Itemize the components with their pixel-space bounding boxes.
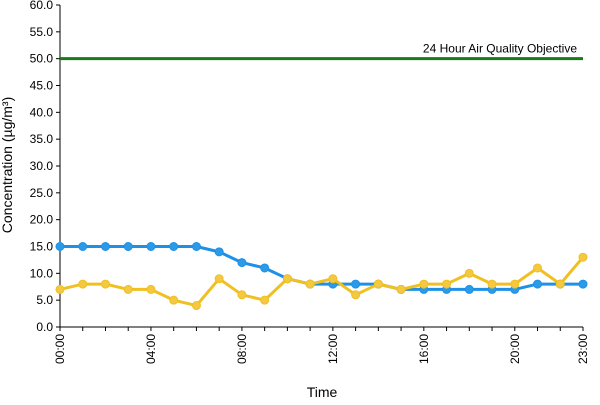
y-axis: 0.0 5.0 10.0 15.0 20.0 25.0 30.0 35.0 40.0 45.0 50… [30, 0, 61, 334]
y-tick-label: 20.0 [30, 213, 54, 227]
series-2-point [305, 279, 315, 289]
x-tick-label: 20:00 [508, 334, 522, 364]
series-2 [55, 252, 588, 311]
series-2-point [191, 301, 201, 311]
series-2-point [419, 279, 429, 289]
y-tick-label: 15.0 [30, 240, 54, 254]
series-2-point [351, 290, 361, 300]
series-2-point [510, 279, 520, 289]
reference-line-group: 24 Hour Air Quality Objective [60, 42, 583, 61]
series-2-point [442, 279, 452, 289]
series-1-point [533, 279, 543, 289]
y-tick-label: 10.0 [30, 266, 54, 280]
series-2-point [237, 290, 247, 300]
series-1-point [578, 279, 588, 289]
series-2-point [55, 284, 65, 294]
x-tick-label: 00:00 [53, 334, 67, 364]
series-2-point [214, 274, 224, 284]
y-tick-label: 25.0 [30, 186, 54, 200]
y-tick-label: 60.0 [30, 0, 54, 12]
series-2-point [146, 284, 156, 294]
series-1-point [123, 242, 133, 251]
series-layer [55, 242, 588, 311]
air-quality-objective-label: 24 Hour Air Quality Objective [423, 42, 577, 56]
y-tick-label: 55.0 [30, 25, 54, 39]
series-2-point [328, 274, 338, 284]
series-1-point [55, 242, 65, 251]
y-axis-title: Concentration (µg/m³) [0, 97, 15, 233]
series-2-point [533, 263, 543, 273]
series-2-point [464, 268, 474, 278]
series-1-point [169, 242, 179, 251]
x-tick-label: 23:00 [576, 334, 590, 364]
x-tick-label: 16:00 [417, 334, 431, 364]
series-2-point [123, 284, 133, 294]
series-2-line [59, 256, 585, 308]
series-1-point [260, 263, 270, 273]
y-tick-label: 40.0 [30, 105, 54, 119]
y-tick-label: 0.0 [36, 320, 53, 334]
series-1-point [351, 279, 361, 289]
series-1-point [191, 242, 201, 251]
series-1-point [464, 284, 474, 294]
y-tick-label: 45.0 [30, 79, 54, 93]
x-tick-label: 12:00 [326, 334, 340, 364]
x-axis-title: Time [307, 384, 338, 400]
series-2-point [260, 295, 270, 305]
series-1-point [78, 242, 88, 251]
series-1-point [100, 242, 110, 251]
series-1-point [214, 247, 224, 257]
series-2-point [373, 279, 383, 289]
x-tick-label: 08:00 [235, 334, 249, 364]
y-tick-label: 30.0 [30, 159, 54, 173]
series-1-point [146, 242, 156, 251]
y-tick-label: 35.0 [30, 132, 54, 146]
series-1-point [237, 258, 247, 268]
x-axis: 00:00 04:00 08:00 12:00 16:00 20:00 23:00 [53, 326, 590, 364]
y-tick-label: 5.0 [36, 293, 53, 307]
series-2-point [396, 284, 406, 294]
series-2-point [100, 279, 110, 289]
series-2-point [169, 295, 179, 305]
series-1 [55, 242, 588, 294]
y-tick-label: 50.0 [30, 52, 54, 66]
series-2-point [578, 252, 588, 262]
series-2-point [78, 279, 88, 289]
x-tick-label: 04:00 [144, 334, 158, 364]
series-2-point [282, 274, 292, 284]
series-2-point [487, 279, 497, 289]
series-2-point [555, 279, 565, 289]
